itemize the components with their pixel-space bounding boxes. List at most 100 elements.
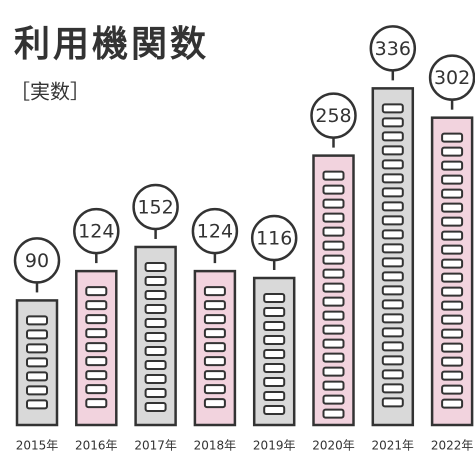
window	[383, 160, 403, 168]
window	[442, 344, 462, 352]
value-label: 336	[375, 38, 411, 60]
window	[442, 204, 462, 212]
window	[324, 410, 344, 418]
window	[264, 406, 284, 414]
x-tick-label: 2016年	[75, 439, 118, 453]
window	[264, 350, 284, 358]
window	[205, 287, 225, 295]
window	[324, 312, 344, 320]
window	[442, 372, 462, 380]
window	[205, 399, 225, 407]
window	[146, 347, 166, 355]
window	[205, 343, 225, 351]
value-label: 124	[197, 221, 233, 243]
window	[264, 322, 284, 330]
chart-subtitle: ［実数］	[10, 80, 90, 104]
chart-title: 利用機関数	[14, 24, 209, 65]
window	[146, 375, 166, 383]
window	[86, 301, 106, 309]
window	[442, 288, 462, 296]
window	[146, 403, 166, 411]
window	[442, 134, 462, 142]
window	[383, 258, 403, 266]
window	[324, 186, 344, 194]
window	[205, 385, 225, 393]
window	[86, 287, 106, 295]
window	[383, 202, 403, 210]
window	[383, 216, 403, 224]
window	[146, 277, 166, 285]
window	[324, 256, 344, 264]
window	[146, 319, 166, 327]
window	[264, 378, 284, 386]
window	[205, 357, 225, 365]
window	[442, 302, 462, 310]
window	[86, 343, 106, 351]
x-tick-label: 2020年	[312, 439, 355, 453]
window	[324, 326, 344, 334]
window	[442, 386, 462, 394]
x-tick-label: 2017年	[134, 439, 177, 453]
value-label: 258	[315, 105, 351, 127]
window	[442, 218, 462, 226]
window	[324, 368, 344, 376]
window	[146, 389, 166, 397]
window	[324, 172, 344, 180]
window	[324, 242, 344, 250]
window	[86, 315, 106, 323]
window	[146, 305, 166, 313]
window	[27, 386, 47, 394]
window	[442, 316, 462, 324]
x-tick-label: 2022年	[431, 439, 474, 453]
window	[324, 200, 344, 208]
x-tick-label: 2018年	[194, 439, 237, 453]
value-label: 124	[78, 221, 114, 243]
x-tick-label: 2019年	[253, 439, 296, 453]
window	[383, 328, 403, 336]
window	[383, 118, 403, 126]
window	[442, 358, 462, 366]
window	[442, 190, 462, 198]
window	[442, 148, 462, 156]
window	[324, 340, 344, 348]
window	[205, 329, 225, 337]
window	[442, 176, 462, 184]
window	[86, 385, 106, 393]
value-label: 116	[256, 228, 292, 250]
window	[146, 291, 166, 299]
window	[442, 260, 462, 268]
window	[383, 146, 403, 154]
x-tick-label: 2021年	[372, 439, 415, 453]
window	[383, 300, 403, 308]
value-label: 90	[25, 250, 49, 272]
value-label: 152	[137, 196, 173, 218]
window	[442, 330, 462, 338]
window	[27, 330, 47, 338]
window	[324, 214, 344, 222]
window	[146, 333, 166, 341]
window	[383, 244, 403, 252]
window	[205, 315, 225, 323]
window	[27, 372, 47, 380]
value-label: 302	[434, 67, 470, 89]
window	[324, 270, 344, 278]
window	[383, 272, 403, 280]
x-tick-label: 2015年	[16, 439, 59, 453]
window	[383, 132, 403, 140]
window	[442, 274, 462, 282]
window	[264, 364, 284, 372]
window	[324, 382, 344, 390]
window	[86, 399, 106, 407]
window	[27, 344, 47, 352]
window	[27, 316, 47, 324]
window	[86, 329, 106, 337]
window	[324, 284, 344, 292]
window	[383, 342, 403, 350]
window	[86, 371, 106, 379]
window	[264, 392, 284, 400]
window	[383, 398, 403, 406]
window	[264, 308, 284, 316]
window	[383, 230, 403, 238]
window	[264, 294, 284, 302]
window	[324, 396, 344, 404]
